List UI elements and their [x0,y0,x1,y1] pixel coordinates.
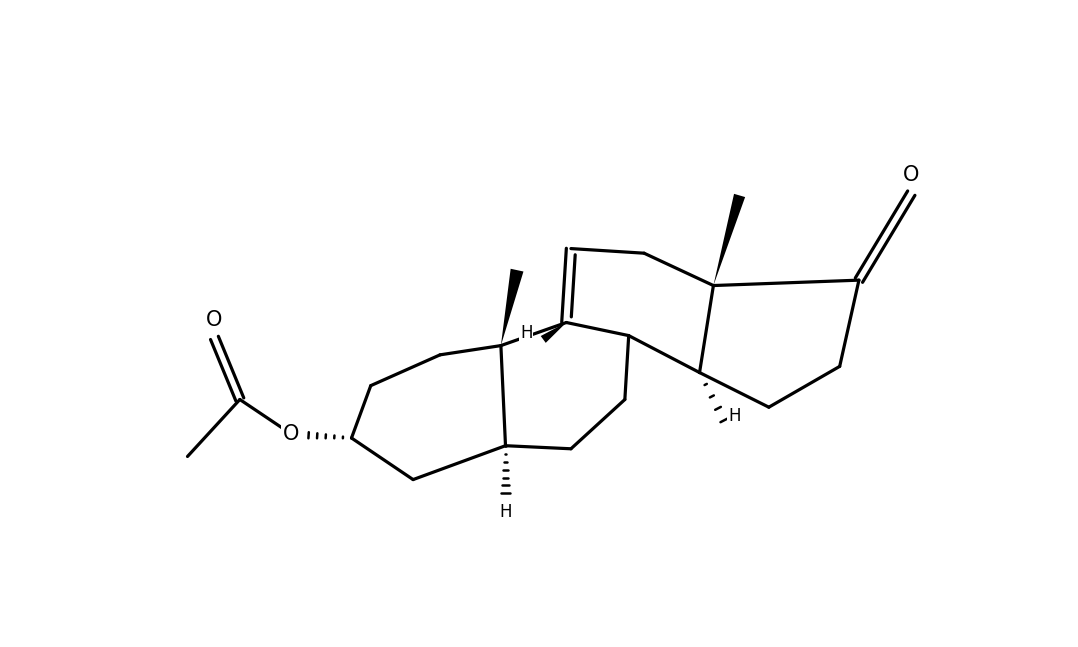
Polygon shape [501,269,524,345]
Text: H: H [499,503,512,521]
Text: H: H [520,324,533,342]
Text: O: O [206,310,223,330]
Polygon shape [714,194,745,285]
Text: H: H [728,408,741,426]
Text: O: O [284,424,300,444]
Polygon shape [541,322,566,343]
Text: O: O [903,166,920,186]
